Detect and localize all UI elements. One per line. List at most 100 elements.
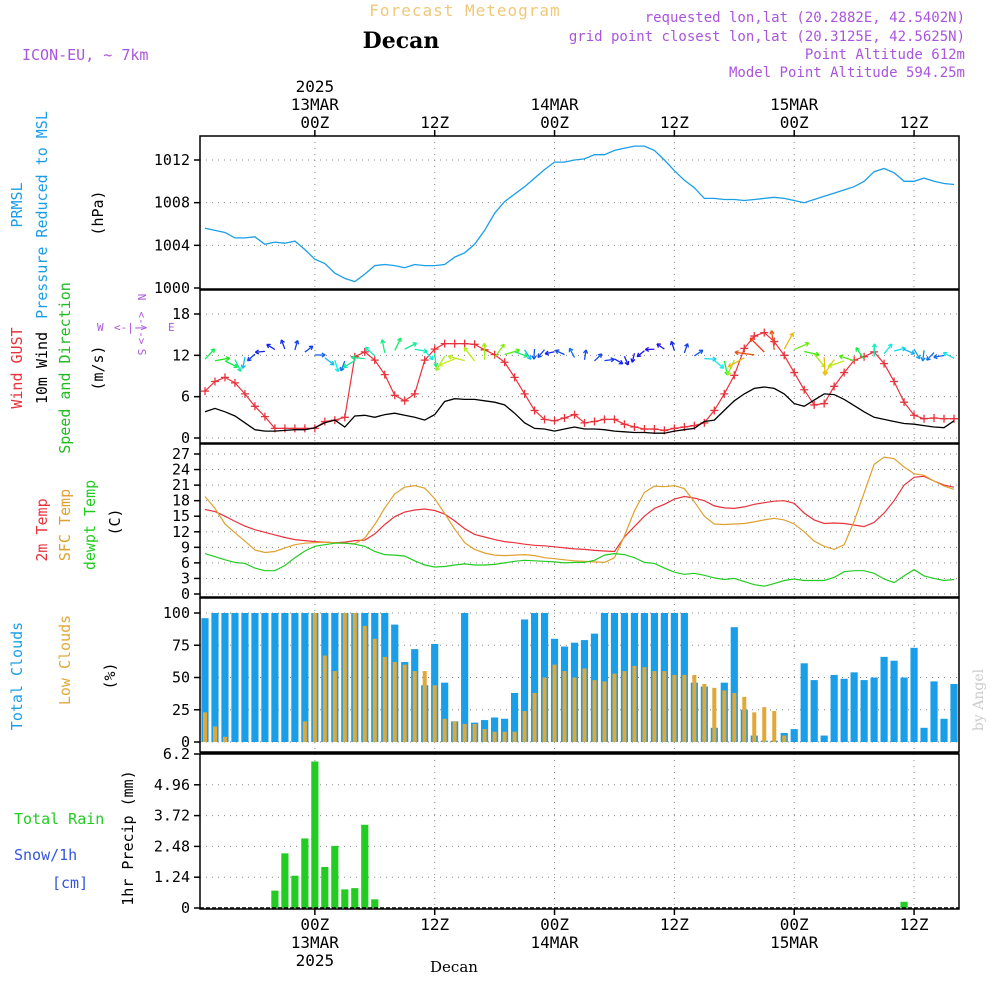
wind-direction-arrow: [926, 352, 935, 361]
total-cloud-bar: [491, 717, 499, 742]
wind-direction-arrow: [394, 337, 402, 351]
low-cloud-bar: [622, 671, 627, 742]
gust-point: [220, 373, 229, 382]
wind-arrow-head: [308, 345, 314, 351]
wind-arrow-head: [727, 362, 733, 368]
wind-direction-arrow: [448, 355, 465, 362]
wind-direction-arrow: [568, 347, 576, 358]
wind-arrow-head: [329, 360, 335, 366]
low-cloud-bar: [532, 692, 537, 742]
low-cloud-bar: [212, 726, 217, 742]
low-cloud-bar: [772, 711, 777, 742]
wind-arrow-head: [240, 364, 246, 369]
wind-arrow-head: [233, 363, 239, 369]
low-cloud-bar: [512, 731, 517, 742]
gust-point: [620, 420, 629, 429]
wind-arrow-head: [698, 349, 704, 355]
wind-direction-arrow: [749, 337, 765, 353]
panel-frame: [199, 443, 960, 598]
low-cloud-bar: [342, 613, 347, 742]
gust-point: [440, 339, 449, 348]
info-line: grid point closest lon,lat (20.3125E, 42…: [569, 29, 965, 45]
wind-arrow-head: [531, 355, 537, 360]
wind-arrow-head: [726, 371, 732, 376]
top-hour-label: 12Z: [660, 113, 689, 132]
wind-arrow-head: [544, 350, 550, 356]
y-tick-label: 1000: [154, 279, 190, 297]
rain-label: Total Rain: [14, 810, 104, 828]
wind-panel: 0 6 12 18: [172, 290, 959, 447]
bottom-hour-label: 12Z: [900, 915, 929, 934]
total-cloud-bar: [600, 613, 609, 742]
top-hour-label: 12Z: [900, 113, 929, 132]
wind-direction-arrow: [728, 357, 745, 368]
wind-arrow-head: [684, 343, 690, 348]
wind-arrow-head: [554, 349, 560, 355]
y-tick-label: 25: [172, 701, 190, 719]
gust-point: [430, 345, 439, 354]
low-cloud-bar: [392, 662, 397, 742]
clouds-panel: 0 25 50 75 100: [163, 598, 959, 752]
total-cloud-bar: [820, 735, 828, 742]
wind-direction-arrow: [424, 350, 434, 361]
wind-direction-label: Speed and Direction: [56, 282, 74, 454]
low-cloud-bar: [542, 677, 547, 742]
gust-point: [210, 377, 219, 386]
y-tick-label: 0: [181, 585, 190, 603]
gust-point: [400, 396, 409, 405]
wind-line: [204, 386, 955, 434]
y-tick-label: 18: [172, 305, 190, 323]
wind-direction-arrow: [214, 357, 230, 362]
plot-area: 1000100410081012061218036912151821242702…: [154, 130, 960, 917]
low-clouds-label: Low Clouds: [56, 615, 74, 705]
gust-point: [780, 351, 789, 360]
gust-point: [630, 422, 639, 431]
low-cloud-bar: [412, 671, 417, 742]
wind-direction-arrow: [839, 355, 855, 362]
wind-arrow-head: [624, 360, 630, 366]
wind-direction-arrow: [903, 348, 915, 355]
panel-frame: [199, 135, 960, 290]
wind-arrow-head: [712, 356, 717, 362]
y-tick-label: 3: [181, 569, 190, 587]
low-cloud-bar: [402, 664, 407, 742]
gust-point: [820, 399, 829, 408]
gust-point: [460, 339, 469, 348]
rain-bar: [311, 761, 319, 908]
wind-direction-arrow: [793, 342, 810, 351]
gust-point: [840, 368, 849, 377]
wind-arrow-head: [749, 337, 755, 343]
gust-point: [290, 424, 299, 433]
wind-arrow-head: [334, 367, 340, 373]
wind-arrow-head: [838, 354, 844, 360]
bottom-day-label: 14MAR: [530, 933, 579, 952]
rain-bar: [341, 889, 349, 908]
wind-direction-arrow: [266, 343, 276, 351]
wind-direction-arrow: [704, 357, 717, 360]
wind-direction-arrow: [504, 349, 520, 356]
total-cloud-bar: [860, 680, 868, 742]
total-cloud-bar: [900, 677, 908, 742]
rain-bar: [331, 845, 339, 908]
total-cloud-bar: [810, 680, 818, 742]
wind-direction-arrow: [247, 353, 256, 362]
total-cloud-bar: [830, 674, 838, 742]
gust-point: [340, 413, 349, 422]
wind-arrow-head: [568, 347, 574, 353]
wind-arrow-head: [433, 362, 439, 368]
gust-point: [420, 356, 429, 365]
wind-direction-arrow: [883, 343, 893, 355]
wind-arrow-head: [246, 356, 252, 362]
wind-direction-arrow: [770, 330, 775, 351]
rain-bar: [361, 824, 369, 908]
total-cloud-bar: [870, 677, 878, 742]
gust-point: [410, 389, 419, 398]
total-cloud-bar: [950, 683, 958, 742]
gust-point: [300, 424, 309, 433]
wind-arrow-head: [610, 357, 615, 363]
snow-label: Snow/1h: [14, 846, 77, 864]
wind-arrow-head: [827, 362, 833, 368]
wind-arrow-head: [481, 342, 488, 347]
total-cloud-bar: [271, 613, 279, 742]
